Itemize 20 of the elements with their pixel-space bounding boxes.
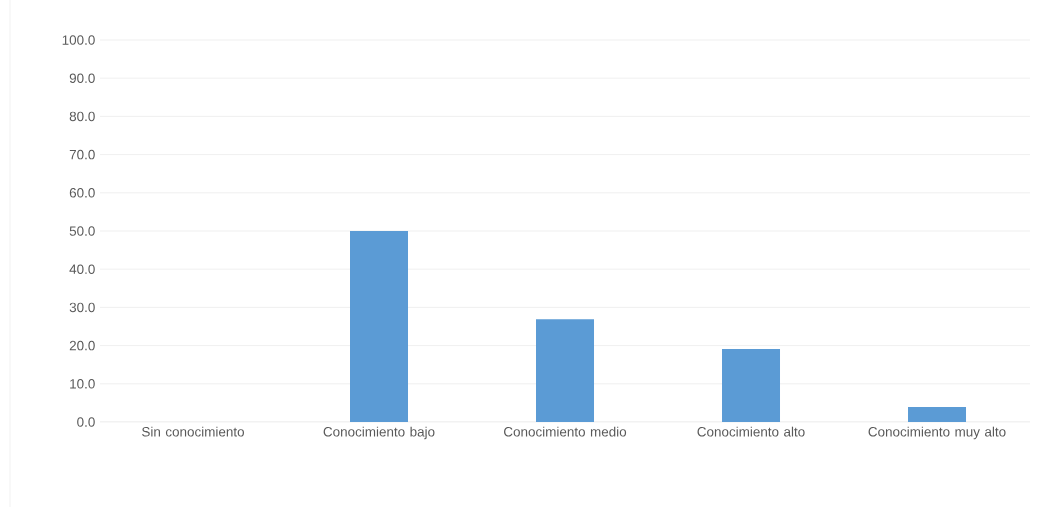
y-tick-label: 40.0 [69,264,95,274]
x-tick-label: Conocimiento bajo [323,426,435,440]
y-tick-label: 0.0 [77,417,95,427]
y-tick-label: 60.0 [69,188,95,198]
x-tick-label: Conocimiento medio [504,426,627,437]
y-tick-label: 50.0 [69,226,95,236]
y-tick-label: 90.0 [69,73,95,83]
y-tick-label: 70.0 [69,149,95,160]
bar [350,231,408,422]
y-tick-label: 20.0 [69,340,95,351]
y-tick-label: 30.0 [69,302,95,313]
y-tick-label: 100.0 [62,35,95,45]
x-tick-label: Conocimiento alto [697,426,805,437]
y-tick-label: 10.0 [70,379,95,389]
bar [536,319,595,422]
bar [908,407,967,422]
y-tick-label: 80.0 [69,111,95,122]
bar [722,349,781,422]
x-tick-label: Sin conocimiento [142,426,245,437]
x-tick-label: Conocimiento muy alto [868,426,1006,440]
